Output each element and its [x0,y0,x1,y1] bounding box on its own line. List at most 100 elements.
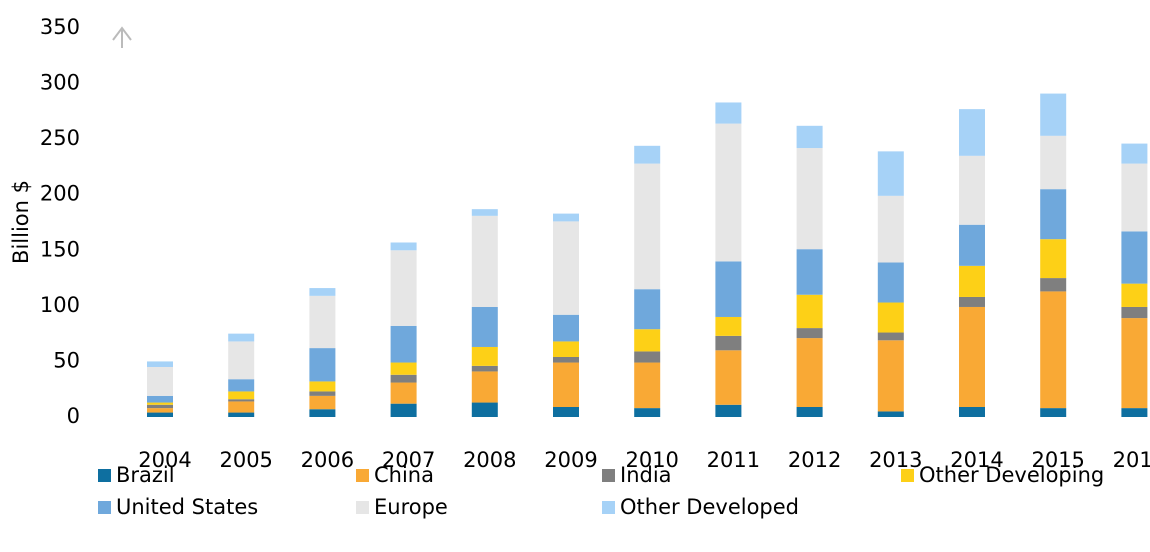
y-tick-label: 50 [53,348,80,372]
bar-segment [796,338,823,407]
bar-segment [147,412,173,417]
legend-label: Brazil [116,463,175,487]
x-tick-label: 2005 [219,448,272,472]
bar-segment [471,346,498,366]
bar-segment [715,123,742,262]
x-tick-label: 2015 [1031,448,1084,472]
x-tick-label: 2011 [707,448,760,472]
bar-segment [553,362,579,407]
bar-segment [390,403,417,417]
bar-segment [147,404,173,409]
bar-segment [471,402,498,417]
x-tick-label: 2006 [301,448,354,472]
bar-segment [1121,318,1148,409]
bar-segment [553,213,579,222]
bar-segment [1121,408,1148,417]
bar-segment [390,325,417,363]
bar-segment [228,412,255,417]
bar-segment [1121,163,1148,232]
bar-segment [471,371,498,403]
bar-segment [877,340,904,412]
bar-segment [1121,231,1148,284]
bar-segment [1040,408,1067,417]
bar-segment [877,195,904,263]
x-tick-label: 2009 [544,448,597,472]
bar-segment [309,409,336,417]
bar-segment [471,365,498,372]
y-tick-label: 150 [40,237,80,261]
bar-segment [634,289,661,330]
legend-swatch [98,469,111,482]
x-tick-label: 2010 [625,448,678,472]
legend-swatch [356,469,369,482]
bar-segment [309,395,336,410]
bar-segment [877,411,904,417]
bar-segment [147,361,173,367]
x-tick-label: 2007 [382,448,435,472]
legend-swatch [901,469,914,482]
bar-segment [390,362,417,375]
bar-segment [715,350,742,405]
legend-label: India [620,463,672,487]
bar-segment [309,381,336,392]
bar-segment [309,295,336,349]
legend-label: Other Developing [919,463,1104,487]
legend-label: Other Developed [620,495,799,519]
bar-segment [1121,306,1148,319]
bar-segment [471,209,498,216]
bar-segment [959,224,985,266]
y-tick-label: 250 [40,126,80,150]
x-tick-label: 2014 [950,448,1003,472]
bar-segment [715,404,742,417]
bar-segment [553,221,579,315]
bar-segment [553,341,579,357]
legend-swatch [602,501,615,514]
bar-segment [877,151,904,196]
bar-segment [553,314,579,342]
x-tick-label: 2016 [1113,448,1150,472]
bar-segment [390,374,417,383]
bar-segment [390,382,417,404]
x-tick-label: 2004 [138,448,191,472]
legend-label: China [374,463,434,487]
bar-segment [147,402,173,405]
bar-segment [1121,143,1148,164]
y-tick-label: 0 [67,404,80,428]
bar-segment [309,391,336,396]
x-tick-label: 2013 [869,448,922,472]
bar-segment [959,109,985,156]
bar-segment [390,242,417,251]
bar-segment [1040,135,1067,190]
legend-swatch [602,469,615,482]
bar-segment [1040,278,1067,292]
bar-segment [796,249,823,295]
bar-segment [877,332,904,341]
bar-segment [877,262,904,303]
bar-segment [634,351,661,363]
bar-segment [959,155,985,225]
bar-segment [553,356,579,363]
bar-segment [634,329,661,352]
legend-swatch [356,501,369,514]
bar-segment [228,399,255,402]
legend-label: Europe [374,495,448,519]
bar-segment [796,125,823,149]
bar-segment [796,294,823,329]
bar-segment [228,341,255,380]
bar-segment [634,145,661,164]
bar-segment [471,306,498,347]
bar-segment [471,215,498,307]
bar-segment [715,316,742,336]
bar-segment [959,306,985,407]
bar-segment [1040,189,1067,240]
bar-segment [715,335,742,351]
bar-segment [715,261,742,317]
y-tick-label: 350 [40,15,80,39]
bar-segment [1040,239,1067,279]
bar-segment [147,395,173,403]
bar-segment [796,406,823,417]
legend-label: United States [116,495,258,519]
bar-segment [553,406,579,417]
bar-segment [228,391,255,400]
